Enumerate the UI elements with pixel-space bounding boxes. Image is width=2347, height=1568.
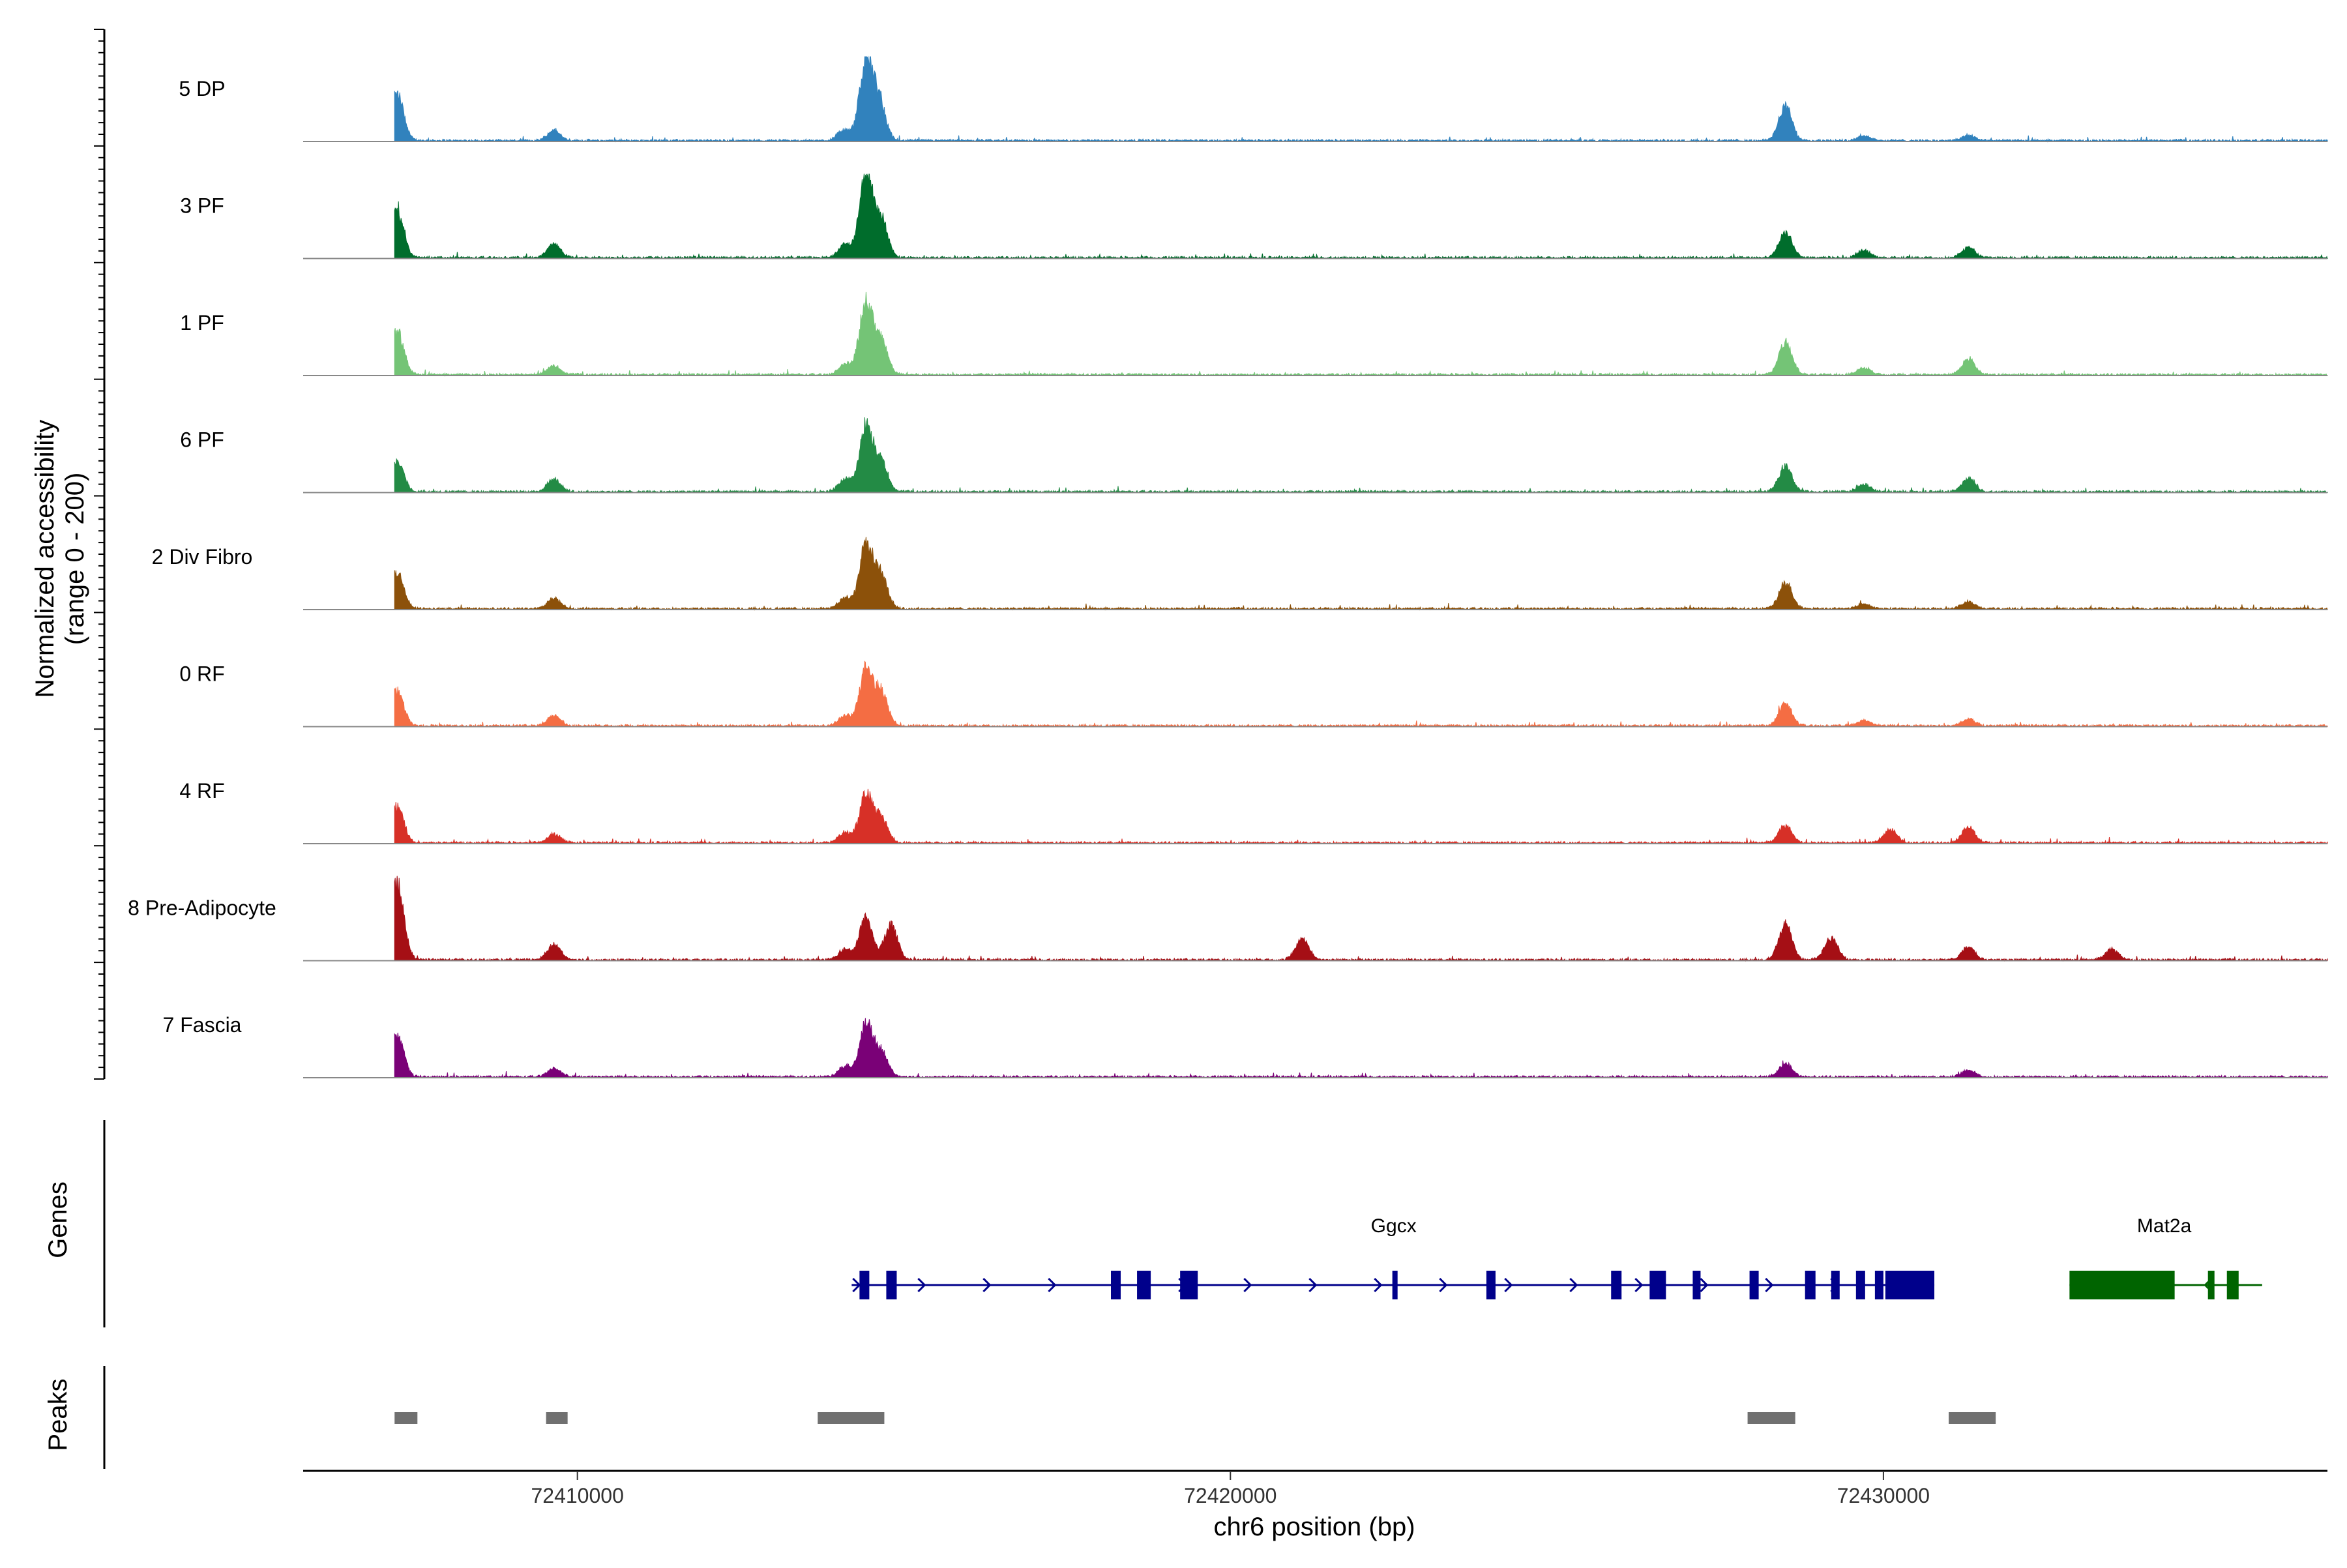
track-label: 7 Fascia [163, 1013, 242, 1037]
genes-track-title: Genes [44, 1181, 72, 1258]
x-tick-label: 72410000 [531, 1484, 623, 1507]
y-axis [94, 29, 106, 1080]
gene-exon [1180, 1271, 1198, 1299]
coverage-area [394, 537, 2328, 611]
track-label: 1 PF [180, 311, 224, 334]
coverage-track: 5 DP [179, 55, 2328, 143]
x-tick-label: 72430000 [1837, 1484, 1930, 1507]
gene-exon [1611, 1271, 1622, 1299]
strand-arrow [1439, 1277, 1448, 1293]
strand-arrow [1504, 1277, 1513, 1293]
gene-exon [1137, 1271, 1151, 1299]
gene-name-label: Ggcx [1371, 1215, 1417, 1237]
gene-exon [1110, 1271, 1121, 1299]
strand-arrow [1765, 1277, 1774, 1293]
gene-exon [1831, 1271, 1840, 1299]
coverage-area [394, 417, 2328, 494]
coverage-area [394, 173, 2328, 260]
track-label: 6 PF [180, 428, 224, 452]
x-tick-label: 72420000 [1184, 1484, 1277, 1507]
peak-region [394, 1412, 418, 1424]
x-axis: 72410000 72420000 72430000 [303, 1470, 2327, 1507]
gene-model: Ggcx [851, 1215, 1935, 1299]
strand-arrow [917, 1277, 926, 1293]
coverage-track: 1 PF [180, 291, 2328, 377]
gene-exon [1885, 1271, 1935, 1299]
peak-region [546, 1412, 568, 1424]
strand-arrow [1700, 1277, 1709, 1293]
gene-exon [2207, 1271, 2215, 1299]
coverage-area [394, 876, 2328, 962]
gene-exon [1649, 1271, 1666, 1299]
strand-arrow [1048, 1277, 1057, 1293]
coverage-track: 0 RF [179, 660, 2328, 728]
track-label: 5 DP [179, 77, 225, 100]
y-axis-title: Normalized accessibility [31, 420, 59, 698]
gene-exon [1874, 1271, 1883, 1299]
peak-region [1747, 1412, 1795, 1424]
x-axis-title: chr6 position (bp) [1213, 1513, 1415, 1541]
track-label: 0 RF [179, 662, 224, 686]
gene-exon [2069, 1271, 2175, 1299]
track-label: 8 Pre-Adipocyte [128, 896, 276, 920]
strand-arrow [982, 1277, 992, 1293]
gene-exon [886, 1271, 897, 1299]
coverage-track: 6 PF [180, 417, 2328, 494]
gene-annotation-track: Ggcx Mat2a [103, 1120, 2262, 1327]
coverage-track: 8 Pre-Adipocyte [128, 876, 2328, 962]
coverage-area [394, 291, 2328, 377]
coverage-track: 4 RF [179, 779, 2328, 845]
gene-name-label: Mat2a [2137, 1215, 2192, 1237]
coverage-area [394, 55, 2328, 143]
coverage-track: 3 PF [180, 173, 2328, 260]
coverage-track: 2 Div Fibro [152, 537, 2328, 611]
coverage-tracks: 5 DP 3 PF 1 PF 6 PF 2 Div Fibro 0 RF 4 RF 8 Pre… [128, 55, 2328, 1079]
gene-exon [1392, 1271, 1398, 1299]
coverage-area [394, 1018, 2328, 1079]
gene-exon [1805, 1271, 1816, 1299]
strand-arrow [1308, 1277, 1318, 1293]
track-label: 2 Div Fibro [152, 545, 253, 569]
strand-arrow [1243, 1277, 1252, 1293]
strand-arrow [852, 1277, 861, 1293]
gene-exon [1749, 1271, 1759, 1299]
coverage-track: 7 Fascia [163, 1013, 2328, 1079]
track-label: 4 RF [179, 779, 224, 803]
peaks-track-title: Peaks [44, 1378, 72, 1451]
gene-exon [1855, 1271, 1865, 1299]
peaks-track [103, 1366, 1996, 1469]
gene-exon [2226, 1271, 2239, 1299]
peak-region [818, 1412, 885, 1424]
coverage-area [394, 660, 2328, 728]
gene-exon [1692, 1271, 1701, 1299]
gene-exon [1486, 1271, 1496, 1299]
y-axis-subtitle: (range 0 - 200) [61, 473, 89, 645]
strand-arrow [1569, 1277, 1578, 1293]
track-label: 3 PF [180, 194, 224, 218]
strand-arrow [1374, 1277, 1383, 1293]
coverage-area [394, 788, 2328, 845]
gene-exon [859, 1271, 870, 1299]
strand-arrow [1634, 1277, 1644, 1293]
peak-region [1949, 1412, 1996, 1424]
gene-model: Mat2a [2069, 1215, 2262, 1299]
